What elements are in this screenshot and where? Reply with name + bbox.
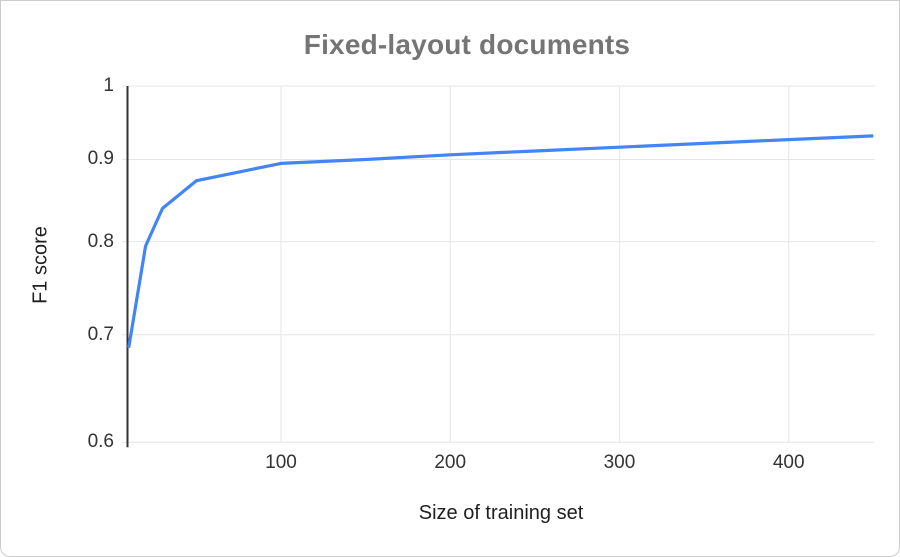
y-tick-label: 0.8 bbox=[87, 230, 114, 252]
y-tick-label: 0.6 bbox=[87, 431, 114, 453]
f1-score-line bbox=[127, 134, 874, 349]
x-tick-label: 400 bbox=[772, 452, 805, 473]
x-tick-label: 300 bbox=[603, 452, 636, 473]
y-tick-label: 1 bbox=[103, 75, 114, 96]
y-tick-label: 0.7 bbox=[87, 323, 114, 345]
chart-title: Fixed-layout documents bbox=[303, 29, 631, 60]
x-axis-title: Size of training set bbox=[418, 502, 584, 524]
x-tick-label: 100 bbox=[265, 452, 297, 473]
x-tick-label: 200 bbox=[434, 452, 467, 473]
y-axis-title: F1 score bbox=[29, 226, 52, 304]
y-tick-label: 0.9 bbox=[87, 148, 114, 170]
